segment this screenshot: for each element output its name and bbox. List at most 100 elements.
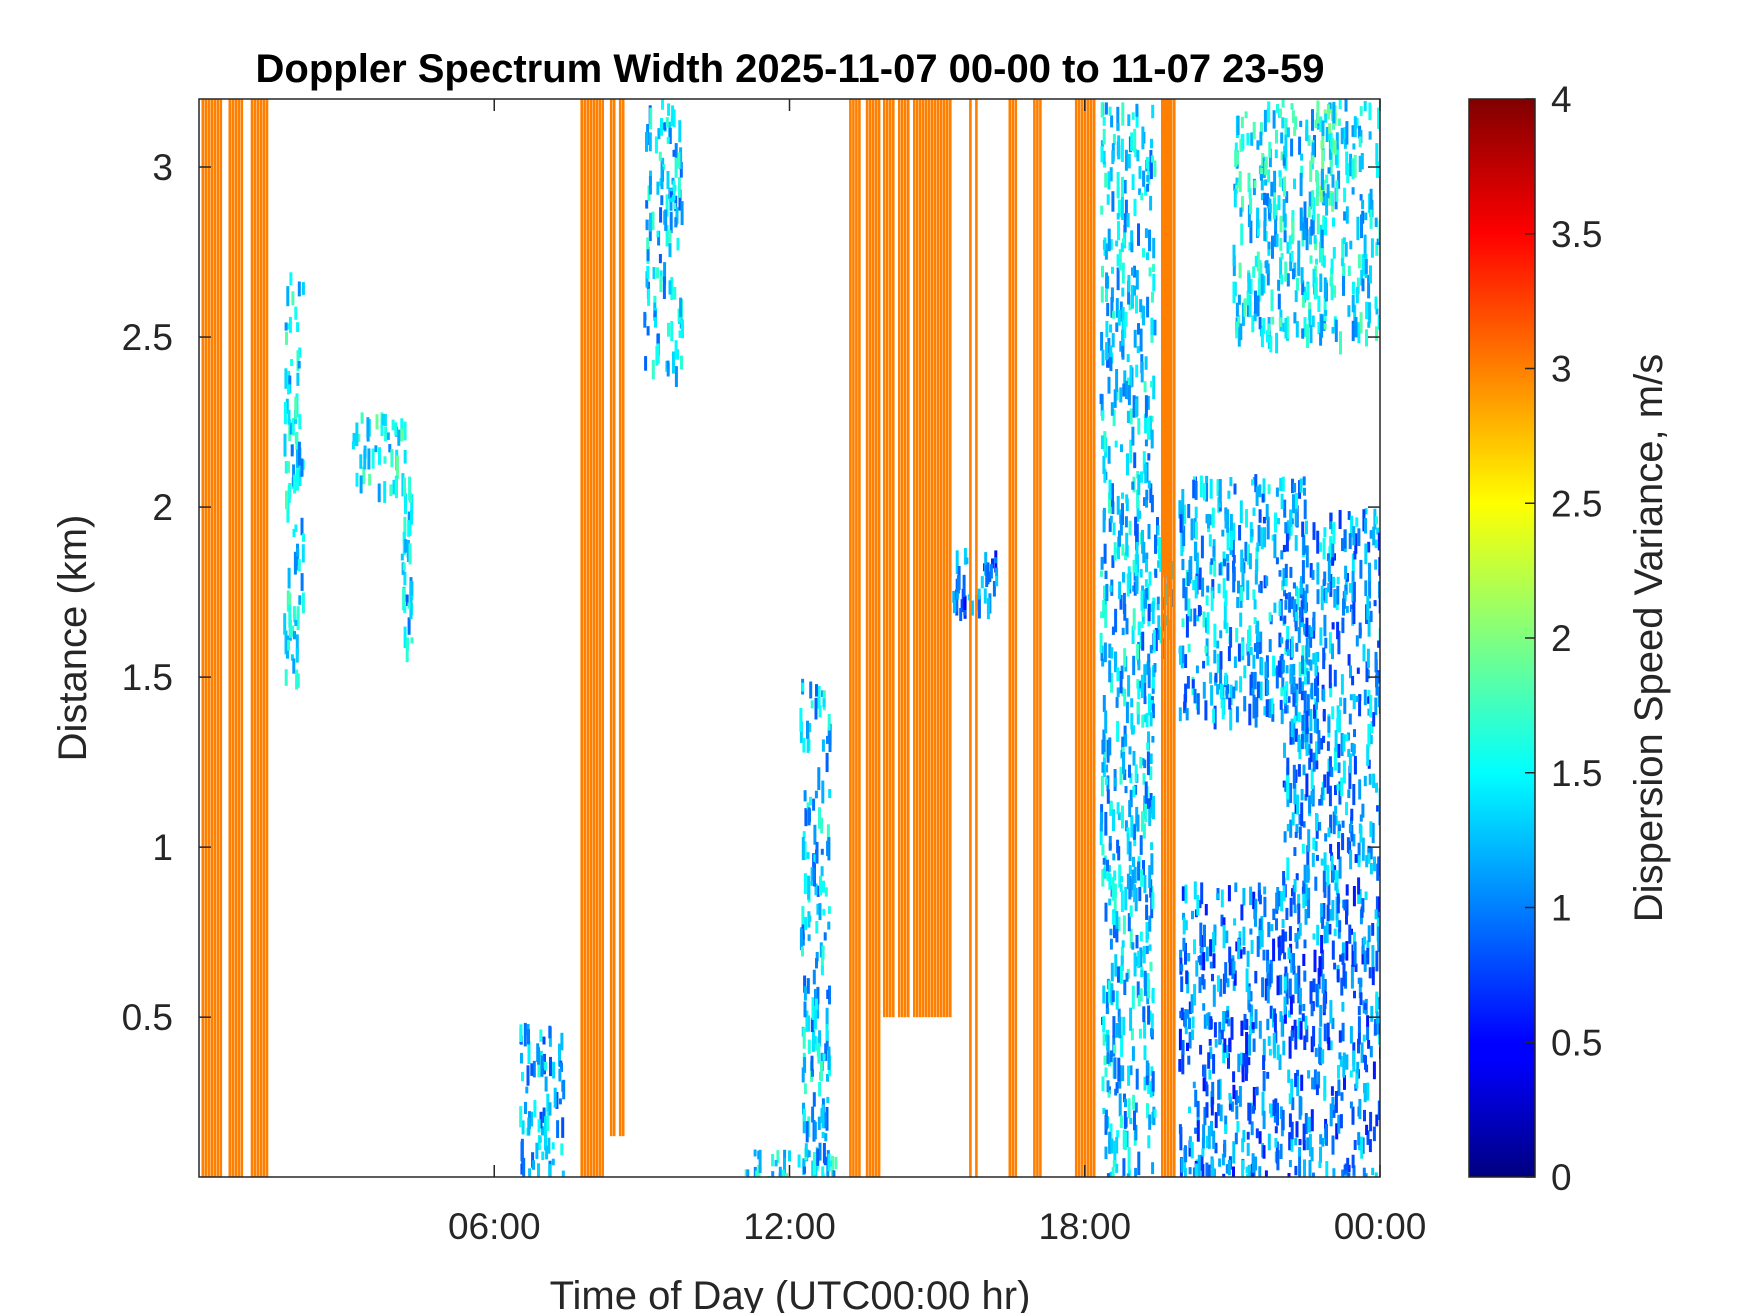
heatmap-cell bbox=[1303, 864, 1307, 883]
heatmap-cell bbox=[1108, 873, 1112, 890]
heatmap-cell bbox=[1332, 576, 1336, 588]
heatmap-cell bbox=[1242, 888, 1246, 906]
heatmap-cell bbox=[865, 99, 869, 1177]
heatmap-cell bbox=[771, 1153, 775, 1167]
heatmap-cell bbox=[1260, 168, 1264, 175]
heatmap-cell bbox=[1372, 1061, 1376, 1080]
heatmap-cell bbox=[1123, 688, 1127, 707]
heatmap-cell bbox=[1116, 123, 1120, 131]
heatmap-cell bbox=[946, 99, 949, 1018]
heatmap-cell bbox=[1290, 518, 1294, 525]
heatmap-cell bbox=[1321, 916, 1325, 929]
heatmap-cell bbox=[1375, 896, 1379, 918]
heatmap-cell bbox=[1325, 174, 1329, 184]
heatmap-cell bbox=[1099, 823, 1103, 846]
heatmap-cell bbox=[1337, 170, 1341, 189]
heatmap-cell bbox=[1309, 733, 1313, 744]
heatmap-cell bbox=[821, 1166, 825, 1177]
heatmap-cell bbox=[1187, 598, 1191, 617]
heatmap-cell bbox=[1203, 924, 1206, 947]
heatmap-cell bbox=[660, 195, 664, 206]
heatmap-cell bbox=[1233, 189, 1237, 208]
heatmap-cell bbox=[1226, 554, 1229, 562]
heatmap-cell bbox=[809, 681, 813, 699]
heatmap-cell bbox=[1298, 922, 1302, 936]
heatmap-cell bbox=[801, 946, 804, 957]
heatmap-cell bbox=[1247, 1164, 1251, 1177]
heatmap-cell bbox=[1338, 1030, 1342, 1043]
heatmap-cell bbox=[1340, 1092, 1344, 1101]
heatmap-cell bbox=[1342, 734, 1346, 752]
heatmap-cell bbox=[1108, 898, 1112, 906]
heatmap-cell bbox=[1121, 329, 1124, 351]
heatmap-cell bbox=[1365, 855, 1369, 868]
heatmap-cell bbox=[1199, 922, 1203, 946]
heatmap-cell bbox=[1117, 846, 1121, 861]
heatmap-cell bbox=[1352, 526, 1356, 546]
heatmap-cell bbox=[1359, 559, 1363, 579]
heatmap-cell bbox=[1304, 1015, 1308, 1030]
heatmap-cell bbox=[1284, 563, 1288, 578]
heatmap-cell bbox=[1353, 304, 1357, 325]
heatmap-cell bbox=[1376, 161, 1379, 178]
heatmap-cell bbox=[287, 461, 290, 473]
heatmap-cell bbox=[1144, 413, 1148, 434]
heatmap-cell bbox=[1119, 965, 1123, 984]
heatmap-cell bbox=[1329, 683, 1333, 698]
heatmap-cell bbox=[1328, 632, 1332, 654]
heatmap-cell bbox=[1237, 294, 1241, 305]
heatmap-cell bbox=[1124, 311, 1128, 327]
heatmap-cell bbox=[1315, 741, 1318, 763]
heatmap-cell bbox=[1326, 104, 1330, 120]
heatmap-cell bbox=[1106, 1048, 1110, 1064]
heatmap-cell bbox=[1300, 802, 1304, 827]
heatmap-cell bbox=[1263, 896, 1267, 918]
heatmap-cell bbox=[1274, 1126, 1278, 1134]
heatmap-cell bbox=[1232, 961, 1236, 974]
heatmap-cell bbox=[810, 867, 814, 886]
heatmap-cell bbox=[1207, 514, 1210, 529]
heatmap-cell bbox=[1267, 323, 1271, 336]
heatmap-cell bbox=[969, 99, 972, 1177]
heatmap-cell bbox=[1293, 127, 1297, 136]
heatmap-cell bbox=[1104, 1146, 1108, 1160]
heatmap-cell bbox=[291, 291, 295, 306]
heatmap-cell bbox=[1247, 986, 1251, 1000]
heatmap-cell bbox=[1184, 1146, 1188, 1163]
heatmap-cell bbox=[1108, 737, 1112, 756]
heatmap-cell bbox=[1214, 1112, 1218, 1129]
heatmap-cell bbox=[1252, 654, 1256, 669]
heatmap-cell bbox=[1201, 1148, 1205, 1157]
heatmap-cell bbox=[1111, 333, 1115, 348]
heatmap-cell bbox=[1295, 611, 1299, 621]
heatmap-cell bbox=[1205, 483, 1208, 502]
heatmap-cell bbox=[1256, 140, 1260, 150]
heatmap-cell bbox=[1250, 1004, 1254, 1029]
heatmap-cell bbox=[1307, 135, 1311, 146]
heatmap-cell bbox=[1129, 773, 1133, 784]
heatmap-cell bbox=[645, 132, 648, 152]
heatmap-cell bbox=[519, 1106, 523, 1128]
heatmap-cell bbox=[609, 99, 613, 1137]
heatmap-cell bbox=[1111, 266, 1114, 274]
heatmap-cell bbox=[1281, 476, 1285, 492]
heatmap-cell bbox=[1216, 684, 1220, 695]
heatmap-cell bbox=[1344, 584, 1348, 595]
saturated-band-12 bbox=[1161, 99, 1176, 1177]
colorbar-tick-label: 1 bbox=[1551, 888, 1572, 929]
heatmap-cell bbox=[410, 581, 414, 597]
heatmap-cell bbox=[1297, 931, 1301, 940]
heatmap-cell bbox=[1320, 597, 1324, 611]
heatmap-cell bbox=[1357, 855, 1361, 867]
heatmap-cell bbox=[405, 641, 409, 663]
heatmap-cell bbox=[1141, 758, 1145, 766]
heatmap-cell bbox=[1209, 672, 1213, 684]
heatmap-cell bbox=[284, 322, 288, 331]
heatmap-cell bbox=[1260, 193, 1264, 201]
heatmap-cell bbox=[1336, 718, 1340, 731]
heatmap-cell bbox=[1105, 764, 1109, 773]
heatmap-cell bbox=[1126, 213, 1130, 221]
heatmap-cell bbox=[1272, 908, 1276, 920]
heatmap-cell bbox=[995, 567, 999, 576]
heatmap-cell bbox=[1121, 345, 1125, 357]
